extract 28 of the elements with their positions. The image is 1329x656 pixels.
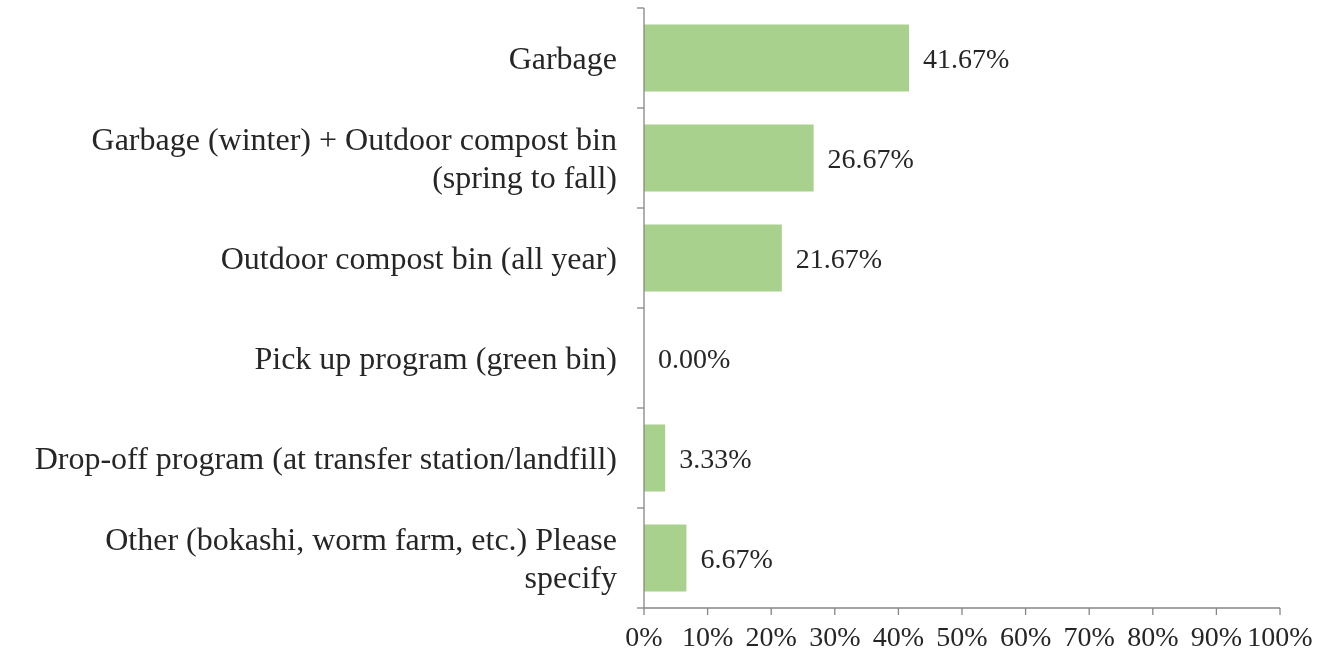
- data-label: 26.67%: [827, 142, 914, 174]
- x-tick-label: 60%: [999, 621, 1052, 652]
- bar: [644, 224, 782, 292]
- y-tick-label: Drop-off program (at transfer station/landfill): [34, 440, 617, 477]
- x-tick-label: 70%: [1063, 621, 1115, 652]
- x-tick-label: 30%: [809, 621, 861, 652]
- x-tick-label: 0%: [625, 621, 663, 652]
- bar: [644, 124, 814, 192]
- data-label: 6.67%: [700, 542, 773, 574]
- x-tick-label: 10%: [681, 621, 734, 652]
- x-tick-label: 100%: [1247, 621, 1313, 652]
- x-tick-label: 50%: [936, 621, 988, 652]
- bar: [644, 24, 910, 92]
- y-tick-label: Garbage: [508, 40, 617, 77]
- y-tick-label: Garbage (winter) + Outdoor compost bin (spring to fall): [91, 121, 617, 196]
- y-tick-label: Outdoor compost bin (all year): [220, 240, 617, 277]
- data-label: 41.67%: [923, 42, 1010, 74]
- data-label: 0.00%: [658, 342, 731, 374]
- data-label: 3.33%: [679, 442, 752, 474]
- bar: [644, 524, 687, 592]
- x-tick-label: 40%: [872, 621, 925, 652]
- y-tick-label: Pick up program (green bin): [254, 340, 617, 377]
- x-tick-label: 20%: [745, 621, 797, 652]
- bar: [644, 424, 666, 492]
- x-tick-label: 90%: [1190, 621, 1243, 652]
- x-tick-label: 80%: [1127, 621, 1179, 652]
- data-label: 21.67%: [795, 242, 883, 274]
- y-tick-label: Other (bokashi, worm farm, etc.) Please specify: [105, 521, 617, 596]
